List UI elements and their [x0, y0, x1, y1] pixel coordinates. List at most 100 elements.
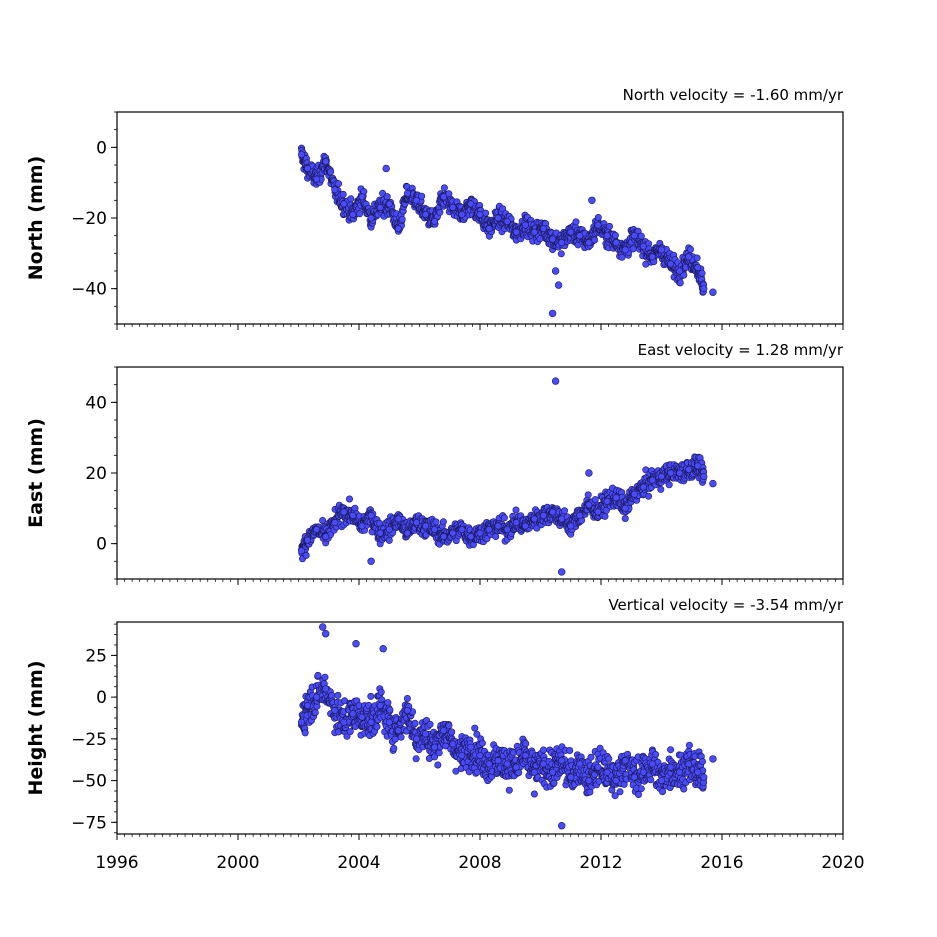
data-point — [549, 768, 557, 776]
data-point — [665, 481, 673, 489]
y-tick-label: −50 — [71, 772, 107, 792]
data-point — [403, 694, 411, 702]
data-point — [585, 501, 593, 509]
data-point — [458, 751, 466, 759]
data-point — [439, 518, 447, 526]
data-point — [403, 189, 411, 197]
outlier-point — [551, 377, 560, 385]
data-point — [313, 693, 321, 701]
data-point — [621, 504, 629, 512]
data-point — [700, 472, 708, 480]
data-point — [539, 225, 547, 233]
data-point — [304, 701, 312, 709]
data-point — [356, 210, 364, 218]
data-point — [435, 749, 443, 757]
data-point — [349, 211, 357, 219]
data-point — [449, 529, 457, 537]
data-point — [639, 483, 647, 491]
plot-frame — [116, 621, 844, 835]
data-point — [584, 491, 592, 499]
y-tick-label: 0 — [96, 688, 107, 708]
y-tick-label: −20 — [71, 209, 107, 229]
data-point — [594, 508, 602, 516]
data-point — [576, 511, 584, 519]
data-point — [587, 753, 595, 761]
data-point — [322, 533, 330, 541]
data-point — [334, 691, 342, 699]
data-point — [367, 692, 375, 700]
data-point — [432, 518, 440, 526]
data-point — [700, 285, 708, 293]
data-point — [358, 713, 366, 721]
data-point — [594, 221, 602, 229]
data-point — [394, 515, 402, 523]
data-point — [612, 777, 620, 785]
data-point — [434, 761, 442, 769]
data-point — [576, 232, 584, 240]
data-point — [304, 165, 312, 173]
data-point — [349, 710, 357, 718]
data-point — [412, 196, 420, 204]
data-point — [340, 200, 348, 208]
data-point — [639, 242, 647, 250]
data-point — [297, 547, 305, 555]
data-point — [340, 508, 348, 516]
data-point — [512, 506, 520, 514]
outlier-point — [382, 164, 390, 173]
x-tick-label: 1996 — [95, 853, 138, 873]
data-point — [349, 511, 357, 519]
outlier-point — [352, 639, 360, 648]
data-point — [302, 551, 310, 559]
data-point — [358, 522, 366, 530]
data-point — [647, 776, 655, 784]
outlier-point — [709, 755, 717, 763]
data-point — [411, 719, 419, 727]
outlier-point — [557, 568, 566, 576]
data-point — [512, 518, 520, 526]
data-point — [385, 525, 393, 533]
data-point — [467, 533, 475, 541]
data-point — [637, 232, 645, 240]
data-point — [667, 746, 675, 754]
height-panel: Vertical velocity = -3.54 mm/yr Height (m… — [25, 596, 865, 873]
data-point — [418, 192, 426, 200]
data-points — [297, 623, 717, 830]
data-point — [394, 225, 402, 233]
data-point — [630, 232, 638, 240]
data-point — [383, 193, 391, 201]
data-point — [385, 718, 393, 726]
data-point — [549, 235, 557, 243]
outlier-point — [548, 309, 557, 318]
data-point — [685, 760, 693, 768]
data-point — [560, 507, 568, 515]
data-point — [611, 231, 619, 239]
data-point — [301, 729, 309, 737]
data-point — [685, 253, 693, 261]
data-point — [436, 208, 444, 216]
data-point — [621, 246, 629, 254]
data-point — [440, 533, 448, 541]
y-tick-label: 0 — [96, 535, 107, 555]
data-point — [485, 760, 493, 768]
outlier-point — [709, 479, 717, 488]
data-point — [585, 777, 593, 785]
data-point — [458, 211, 466, 219]
data-point — [591, 496, 599, 504]
data-point — [345, 495, 353, 503]
data-point — [652, 750, 660, 758]
data-point — [667, 763, 675, 771]
data-point — [313, 175, 321, 183]
data-point — [657, 246, 665, 254]
data-point — [639, 768, 647, 776]
data-point — [637, 785, 645, 793]
data-point — [698, 269, 706, 277]
data-point — [676, 279, 684, 287]
data-point — [331, 186, 339, 194]
data-point — [612, 239, 620, 247]
data-point — [630, 490, 638, 498]
data-point — [693, 254, 701, 262]
data-point — [503, 525, 511, 533]
data-point — [319, 516, 327, 524]
y-tick-label: −25 — [71, 730, 107, 750]
data-point — [558, 239, 566, 247]
